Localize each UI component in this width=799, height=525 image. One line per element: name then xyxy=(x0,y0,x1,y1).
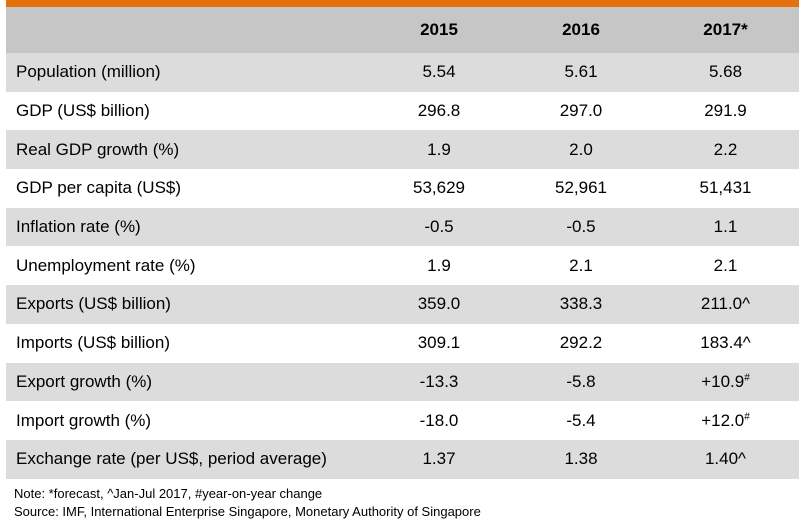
row-label: Inflation rate (%) xyxy=(16,217,141,237)
row-label: Exports (US$ billion) xyxy=(16,294,171,314)
cell-2015: 1.9 xyxy=(427,255,451,275)
footnote: Note: *forecast, ^Jan-Jul 2017, #year-on… xyxy=(14,485,323,501)
table-notes: Note: *forecast, ^Jan-Jul 2017, #year-on… xyxy=(14,485,799,521)
cell-2015: -18.0 xyxy=(419,410,459,430)
cell-2015: 1.37 xyxy=(422,449,456,469)
table-row: Imports (US$ billion) 309.1 292.2 183.4^ xyxy=(6,324,799,363)
row-label: Export growth (%) xyxy=(16,371,153,391)
cell-2016: 5.61 xyxy=(564,62,598,82)
table-row: Unemployment rate (%) 1.9 2.1 2.1 xyxy=(6,246,799,285)
cell-2016: 292.2 xyxy=(559,333,603,353)
row-label: Population (million) xyxy=(16,62,161,82)
row-label: GDP (US$ billion) xyxy=(16,101,150,121)
table-row: Exchange rate (per US$, period average) … xyxy=(6,439,799,479)
row-label: Imports (US$ billion) xyxy=(16,333,170,353)
cell-2017: 1.40^ xyxy=(704,449,747,469)
row-label: GDP per capita (US$) xyxy=(16,178,182,198)
cell-2017: +10.9# xyxy=(701,371,750,391)
cell-2016: 2.0 xyxy=(569,139,593,159)
table-row: GDP (US$ billion) 296.8 297.0 291.9 xyxy=(6,92,799,131)
top-accent-bar xyxy=(6,0,799,7)
cell-2017: 291.9 xyxy=(704,101,747,121)
header-year-2015: 2015 xyxy=(420,20,458,39)
cell-2016: -5.4 xyxy=(566,410,596,430)
cell-2016: 1.38 xyxy=(564,449,598,469)
cell-2016: 52,961 xyxy=(555,178,607,198)
table-row: Inflation rate (%) -0.5 -0.5 1.1 xyxy=(6,207,799,247)
table-row: Exports (US$ billion) 359.0 338.3 211.0^ xyxy=(6,285,799,324)
cell-2017: 211.0^ xyxy=(700,294,751,314)
cell-2016: -0.5 xyxy=(566,217,596,237)
source-line: Source: IMF, International Enterprise Si… xyxy=(14,503,481,519)
cell-2017: +12.0# xyxy=(701,410,750,430)
cell-2017: 5.68 xyxy=(708,62,743,82)
table-header: 2015 2016 2017* xyxy=(6,7,799,53)
cell-2015: 296.8 xyxy=(417,101,461,121)
cell-2016: -5.8 xyxy=(566,371,596,391)
header-year-2017: 2017* xyxy=(703,20,748,39)
cell-2017: 51,431 xyxy=(699,178,752,198)
cell-2017: 1.1 xyxy=(713,217,738,237)
table-body: Population (million) 5.54 5.61 5.68 GDP … xyxy=(0,53,799,479)
cell-2015: 53,629 xyxy=(413,178,465,198)
cell-2015: 309.1 xyxy=(417,333,461,353)
table-row: Import growth (%) -18.0 -5.4 +12.0# xyxy=(6,401,799,440)
cell-2015: -0.5 xyxy=(424,217,454,237)
table-row: Export growth (%) -13.3 -5.8 +10.9# xyxy=(6,362,799,402)
row-label: Real GDP growth (%) xyxy=(16,139,180,159)
header-year-2016: 2016 xyxy=(562,20,600,39)
row-label: Exchange rate (per US$, period average) xyxy=(16,449,327,469)
cell-2017: 2.1 xyxy=(713,255,738,275)
cell-2016: 2.1 xyxy=(569,255,593,275)
table-row: Real GDP growth (%) 1.9 2.0 2.2 xyxy=(6,130,799,170)
cell-2016: 297.0 xyxy=(559,101,603,121)
cell-2017: 183.4^ xyxy=(700,333,751,353)
table-row: GDP per capita (US$) 53,629 52,961 51,43… xyxy=(6,169,799,208)
cell-2015: 359.0 xyxy=(417,294,461,314)
table-row: Population (million) 5.54 5.61 5.68 xyxy=(6,53,799,92)
cell-2017: 2.2 xyxy=(713,139,738,159)
cell-2015: 5.54 xyxy=(422,62,456,82)
cell-2015: -13.3 xyxy=(419,371,459,391)
row-label: Unemployment rate (%) xyxy=(16,255,196,275)
row-label: Import growth (%) xyxy=(16,410,152,430)
cell-2016: 338.3 xyxy=(559,294,603,314)
cell-2015: 1.9 xyxy=(427,139,451,159)
